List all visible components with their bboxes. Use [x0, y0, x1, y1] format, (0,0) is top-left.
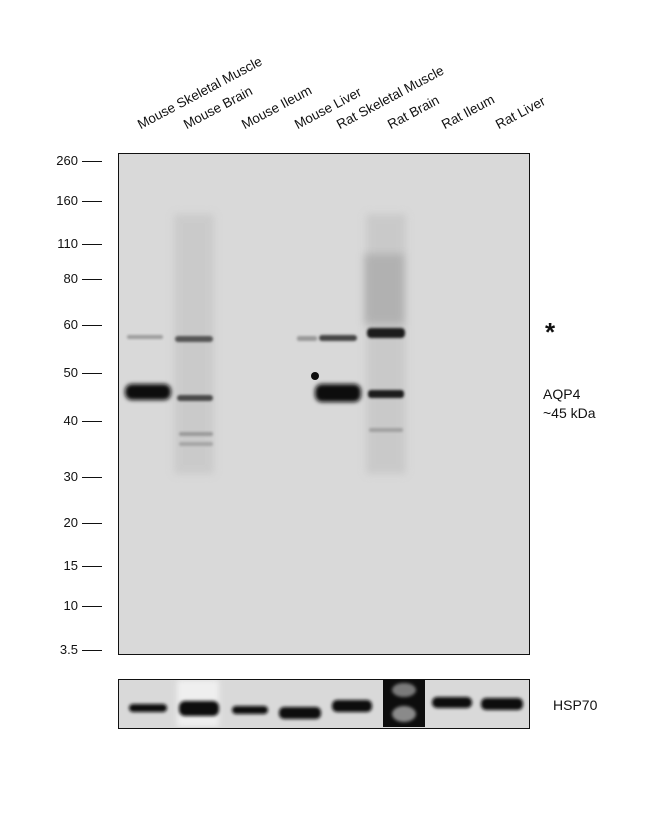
hsp70-rat-brain-highlight-bottom — [392, 706, 416, 722]
mw-marker-110: 110 — [40, 236, 102, 252]
band-rat-brain-57 — [367, 328, 405, 338]
mw-marker-260: 260 — [40, 153, 102, 169]
mw-tick — [82, 244, 102, 245]
band-mouse-brain-57 — [175, 336, 213, 342]
hsp70-band-rat-liver — [481, 698, 523, 710]
mw-marker-80: 80 — [40, 271, 102, 287]
band-rat-skeletal-muscle-57 — [319, 335, 357, 341]
band-mouse-skeletal-muscle-faint — [127, 335, 163, 339]
mw-marker-30: 30 — [40, 469, 102, 485]
hsp70-band-mouse-brain — [179, 701, 219, 716]
band-mouse-brain-lower-2 — [179, 442, 213, 446]
mw-marker-label: 40 — [63, 413, 78, 428]
mw-tick — [82, 606, 102, 607]
lane-label-rat-ileum: Rat Ileum — [438, 91, 498, 132]
mw-tick — [82, 477, 102, 478]
mw-tick — [82, 421, 102, 422]
mw-marker-160: 160 — [40, 193, 102, 209]
band-rat-brain-lower — [369, 428, 403, 432]
mw-marker-label: 10 — [63, 598, 78, 613]
band-mouse-skeletal-muscle-aqp4 — [125, 384, 171, 400]
loading-control-label-hsp70: HSP70 — [553, 697, 598, 713]
mw-marker-60: 60 — [40, 317, 102, 333]
mw-marker-label: 80 — [63, 271, 78, 286]
mw-tick — [82, 566, 102, 567]
spot-artifact — [311, 372, 319, 380]
mw-marker-10: 10 — [40, 598, 102, 614]
lane-label-rat-liver: Rat Liver — [492, 93, 548, 132]
mw-marker-label: 260 — [56, 153, 78, 168]
target-label-size: ~45 kDa — [543, 405, 596, 421]
hsp70-band-mouse-ileum — [232, 706, 268, 714]
band-mouse-brain-lower — [179, 432, 213, 436]
mw-marker-label: 160 — [56, 193, 78, 208]
hsp70-band-mouse-liver — [279, 707, 321, 719]
mw-marker-50: 50 — [40, 365, 102, 381]
mw-marker-3-5: 3.5 — [40, 642, 102, 658]
band-mouse-liver-faint — [297, 336, 317, 341]
nonspecific-band-asterisk: * — [545, 317, 556, 347]
hsp70-rat-brain-highlight-top — [392, 683, 416, 697]
western-blot-main-image — [125, 214, 406, 474]
mw-tick — [82, 373, 102, 374]
mw-marker-15: 15 — [40, 558, 102, 574]
mw-tick — [82, 523, 102, 524]
band-rat-skeletal-muscle-aqp4 — [315, 384, 361, 402]
smear-rat-brain — [366, 214, 406, 474]
mw-tick — [82, 650, 102, 651]
mw-marker-label: 110 — [57, 236, 78, 251]
hsp70-band-mouse-skeletal-muscle — [129, 704, 167, 712]
western-blot-main-membrane — [118, 153, 530, 655]
western-blot-hsp70-image — [129, 680, 523, 727]
smear-mouse-brain — [174, 214, 214, 474]
mw-tick — [82, 201, 102, 202]
western-blot-hsp70-membrane — [118, 679, 530, 729]
mw-marker-40: 40 — [40, 413, 102, 429]
smear-rat-brain-high — [364, 254, 404, 324]
mw-tick — [82, 325, 102, 326]
mw-marker-label: 50 — [63, 365, 78, 380]
mw-tick — [82, 161, 102, 162]
target-label-aqp4: AQP4 — [543, 386, 581, 402]
band-mouse-brain-aqp4 — [177, 395, 213, 401]
hsp70-band-rat-ileum — [432, 697, 472, 708]
mw-marker-20: 20 — [40, 515, 102, 531]
mw-marker-label: 30 — [63, 469, 78, 484]
hsp70-band-rat-skeletal-muscle — [332, 700, 372, 712]
mw-marker-label: 15 — [63, 558, 78, 573]
mw-marker-label: 20 — [63, 515, 78, 530]
band-rat-brain-aqp4 — [368, 390, 404, 398]
mw-tick — [82, 279, 102, 280]
mw-marker-label: 3.5 — [59, 642, 78, 657]
mw-marker-label: 60 — [63, 317, 78, 332]
